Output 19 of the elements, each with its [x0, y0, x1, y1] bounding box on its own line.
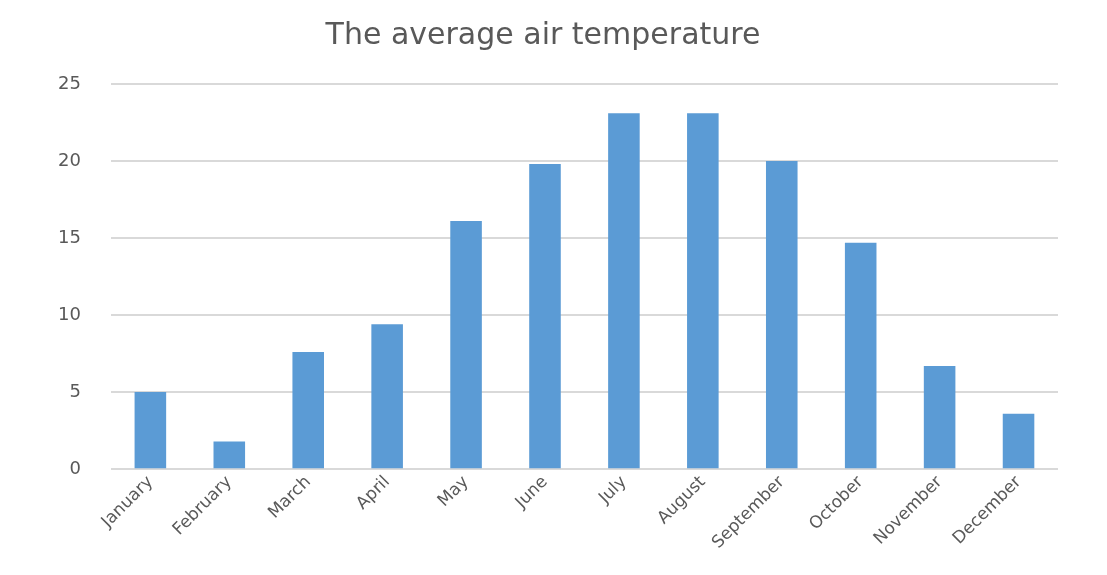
bar: [844, 242, 877, 469]
bar: [923, 365, 956, 469]
y-tick-label: 25: [58, 71, 81, 93]
y-tick-label: 5: [69, 379, 81, 401]
chart-title: The average air temperature: [324, 15, 761, 51]
y-tick-label: 10: [58, 302, 81, 324]
bar: [213, 441, 246, 469]
y-tick-label: 20: [58, 148, 81, 170]
bar: [292, 352, 324, 469]
bar: [687, 113, 719, 469]
bar: [529, 164, 561, 469]
y-tick-label: 0: [69, 456, 81, 478]
bar: [450, 221, 482, 469]
bar: [371, 324, 403, 469]
bar: [134, 392, 167, 469]
bar: [1002, 413, 1035, 469]
bar: [608, 113, 640, 469]
bar: [765, 161, 798, 469]
y-tick-label: 15: [58, 225, 81, 247]
